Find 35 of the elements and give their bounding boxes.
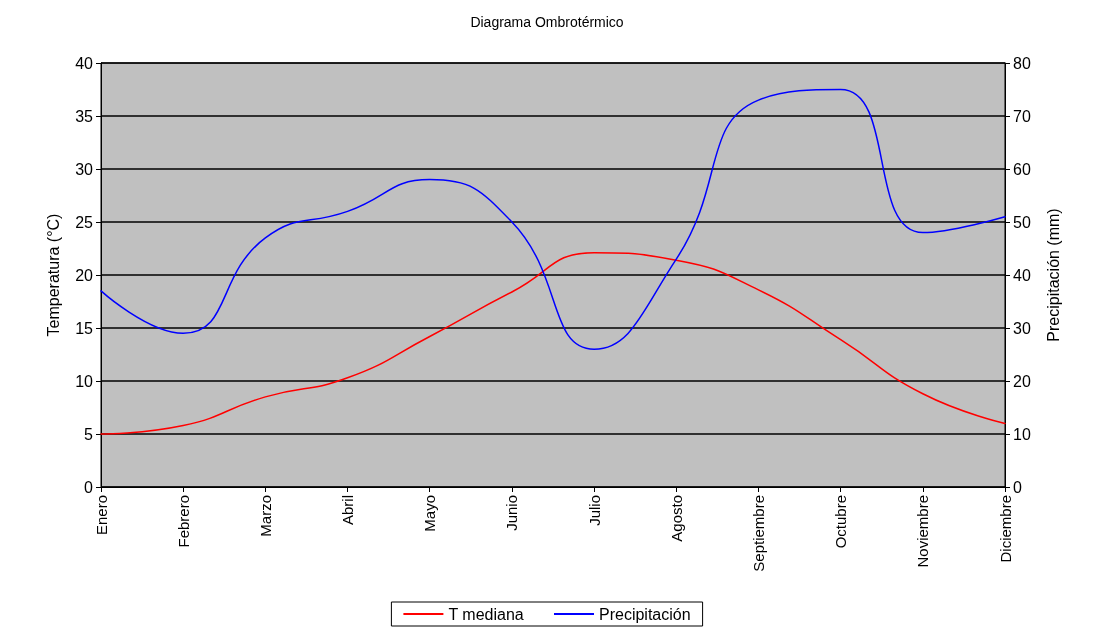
x-tick-label: Octubre [832,495,850,549]
x-tick-label: Marzo [256,495,274,537]
y-tick-label: 15 [75,319,94,337]
x-tick-label: Agosto [667,495,685,542]
y2-tick-label: 30 [1013,319,1031,337]
x-tick-label: Enero [92,495,110,536]
y2-tick-label: 80 [1013,54,1031,72]
y-tick-label: 35 [75,107,94,125]
x-tick-label: Junio [503,495,521,531]
x-tick-label: Diciembre [996,495,1014,563]
y2-tick-label: 60 [1013,160,1031,178]
y-tick-label: 10 [75,372,94,390]
x-tick-label: Febrero [174,495,192,548]
x-tick-label: Mayo [421,495,439,532]
y-tick-label: 40 [75,54,94,72]
y2-tick-label: 40 [1013,266,1031,284]
y2-axis-title: Precipitación (mm) [1044,208,1062,342]
x-tick-label: Noviembre [914,495,932,568]
x-tick-label: Abril [339,495,357,526]
y-tick-label: 5 [84,425,94,443]
y2-tick-label: 10 [1013,425,1031,443]
y2-tick-label: 20 [1013,372,1031,390]
x-tick-label: Julio [585,495,603,526]
y-tick-label: 25 [75,213,94,231]
y2-tick-label: 70 [1013,107,1031,125]
y-tick-label: 0 [84,478,94,496]
legend-label: Precipitación [599,605,691,623]
y-axis-title: Temperatura (°C) [44,213,62,337]
x-tick-label: Septiembre [749,495,767,572]
y2-tick-label: 50 [1013,213,1031,231]
y-tick-label: 30 [75,160,94,178]
y2-tick-label: 0 [1013,478,1022,496]
y-tick-label: 20 [75,266,94,284]
legend-label: T mediana [448,605,524,623]
chart-title: Diagrama Ombrotérmico [470,14,624,30]
